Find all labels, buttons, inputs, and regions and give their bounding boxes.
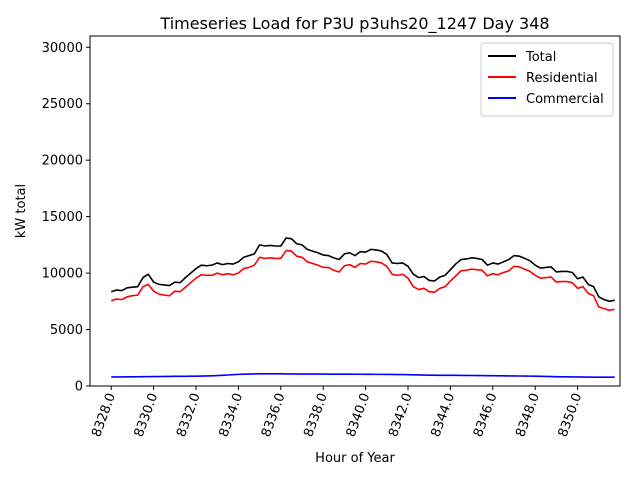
legend-label-commercial: Commercial xyxy=(526,92,604,107)
legend-label-total: Total xyxy=(525,50,556,65)
legend-label-residential: Residential xyxy=(526,71,598,86)
y-tick-label: 30000 xyxy=(42,41,83,56)
y-axis-label: kW total xyxy=(14,184,29,238)
series-line-commercial xyxy=(111,373,615,378)
y-tick-label: 25000 xyxy=(42,97,83,112)
y-tick-label: 15000 xyxy=(42,210,83,225)
y-tick-label: 10000 xyxy=(42,267,83,282)
series-line-total xyxy=(110,237,615,303)
y-tick-label: 20000 xyxy=(42,154,83,169)
y-tick-label: 5000 xyxy=(50,323,83,338)
plot-frame xyxy=(89,35,621,387)
x-axis-label: Hour of Year xyxy=(315,451,395,466)
legend: Total Residential Commercial xyxy=(480,42,614,117)
y-axis: 0 5000 10000 15000 20000 25000 30000 xyxy=(42,41,90,395)
y-tick-label: 0 xyxy=(75,380,83,395)
series-line-residential xyxy=(110,249,615,312)
chart-title: Timeseries Load for P3U p3uhs20_1247 Day… xyxy=(159,14,549,34)
series-layer xyxy=(110,237,615,378)
